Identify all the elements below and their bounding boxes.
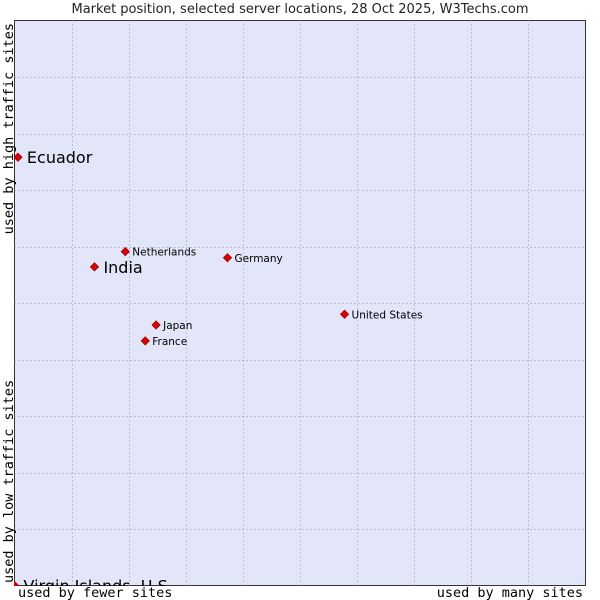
point-marker-ecuador xyxy=(14,152,23,162)
plot-area xyxy=(14,20,586,586)
point-marker-india xyxy=(89,262,100,272)
point-label-united-states: United States xyxy=(352,309,423,321)
point-marker-germany xyxy=(222,253,233,263)
y-axis-label-bottom: used by low traffic sites xyxy=(1,380,17,583)
x-axis-label-left: used by fewer sites xyxy=(18,585,172,600)
y-axis-label-top: used by high traffic sites xyxy=(1,23,17,234)
point-label-germany: Germany xyxy=(234,253,282,265)
point-label-virgin-islands-u-s: Virgin Islands, U.S. xyxy=(24,577,173,596)
point-label-netherlands: Netherlands xyxy=(132,247,196,259)
x-axis-label-right: used by many sites xyxy=(437,585,583,600)
point-marker-japan xyxy=(151,320,161,330)
chart-title: Market position, selected server locatio… xyxy=(71,2,529,17)
point-label-ecuador: Ecuador xyxy=(27,148,93,167)
point-label-japan: Japan xyxy=(162,320,192,332)
point-marker-france xyxy=(140,336,150,346)
point-marker-netherlands xyxy=(120,246,130,257)
point-marker-virgin-islands-u-s xyxy=(14,580,20,586)
point-label-india: India xyxy=(103,258,142,277)
point-label-france: France xyxy=(152,336,187,348)
point-marker-united-states xyxy=(339,309,350,319)
